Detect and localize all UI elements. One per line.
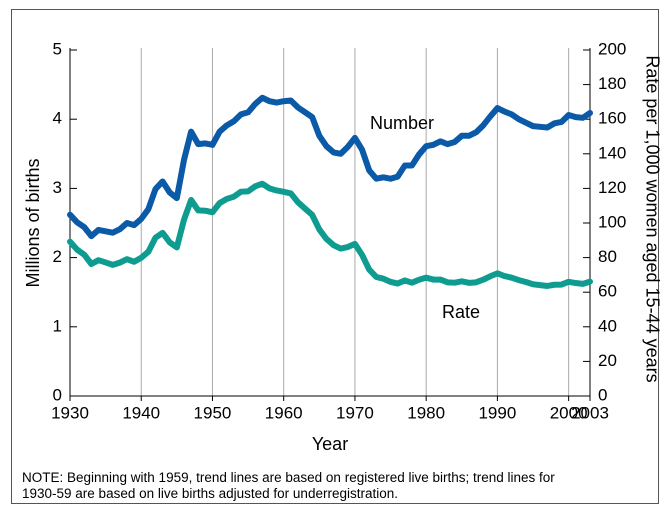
y-tick-label: 4 xyxy=(53,109,62,128)
y2-tick-label: 40 xyxy=(598,316,617,335)
y-tick-label: 5 xyxy=(53,39,62,58)
y-tick-label: 2 xyxy=(53,247,62,266)
y-tick-label: 1 xyxy=(53,316,62,335)
x-tick-label: 1960 xyxy=(265,403,303,422)
x-tick-label: 1930 xyxy=(51,403,89,422)
y2-tick-label: 80 xyxy=(598,247,617,266)
y2-tick-label: 100 xyxy=(598,212,626,231)
note: 1930-59 are based on live births adjuste… xyxy=(22,486,398,501)
annotation: Rate xyxy=(442,302,480,322)
line-series xyxy=(67,180,593,289)
x-tick-label: 2000 xyxy=(550,403,588,422)
annotation: Number xyxy=(370,113,434,133)
line-series xyxy=(67,94,593,240)
y2-tick-label: 200 xyxy=(598,39,626,58)
x-tick-label: 1980 xyxy=(407,403,445,422)
x-tick-label: 1970 xyxy=(336,403,374,422)
x-tick-label: 1940 xyxy=(122,403,160,422)
x-tick-label: 1950 xyxy=(194,403,232,422)
x-tick-label: 1990 xyxy=(478,403,516,422)
frame xyxy=(11,9,659,504)
y2-tick-label: 160 xyxy=(598,109,626,128)
y2-tick-label: 0 xyxy=(598,385,607,404)
y-axis-label: Millions of births xyxy=(23,158,43,287)
x-tick-label: 2003 xyxy=(571,403,609,422)
y2-tick-label: 120 xyxy=(598,178,626,197)
y-tick-label: 0 xyxy=(53,385,62,404)
y2-tick-label: 140 xyxy=(598,143,626,162)
note: NOTE: Beginning with 1959, trend lines a… xyxy=(22,470,555,485)
y2-tick-label: 60 xyxy=(598,282,617,301)
y2-tick-label: 20 xyxy=(598,351,617,370)
y2-axis-label: Rate per 1,000 women aged 15-44 years xyxy=(642,55,662,382)
y-tick-label: 3 xyxy=(53,178,62,197)
x-axis-label: Year xyxy=(312,434,348,454)
y2-tick-label: 180 xyxy=(598,74,626,93)
